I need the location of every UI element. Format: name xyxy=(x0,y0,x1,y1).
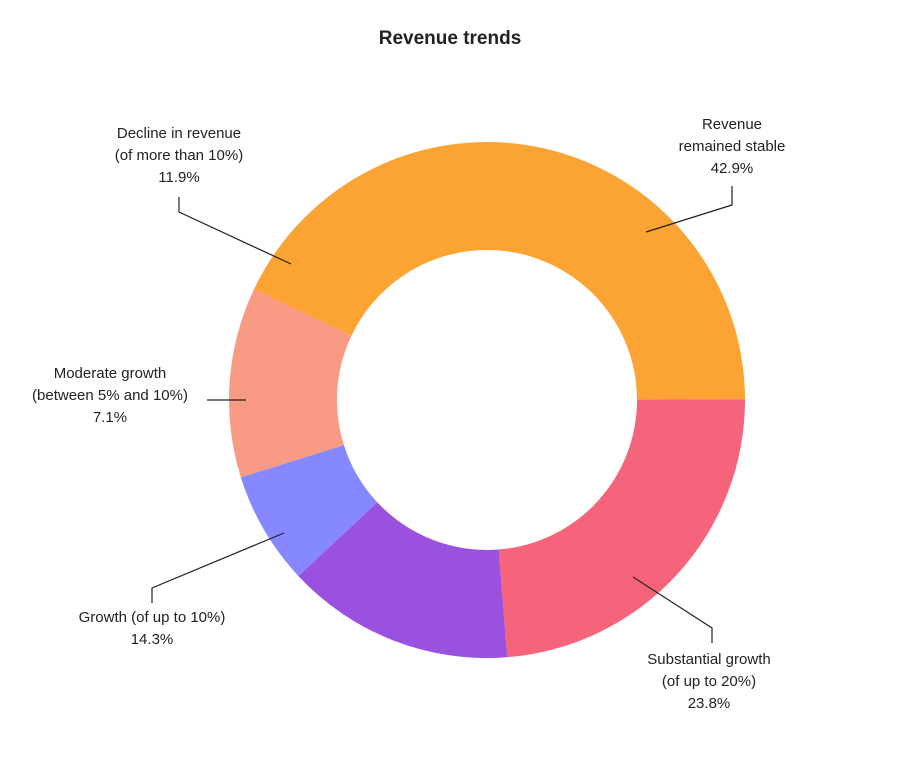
slice-category-label: Decline in revenue xyxy=(117,125,241,142)
slice-value-label: 23.8% xyxy=(688,695,731,712)
slice-label-3: Growth (of up to 10%) 14.3% xyxy=(79,609,226,648)
donut-slice-2 xyxy=(498,399,746,658)
slice-value-label: 7.1% xyxy=(93,409,127,426)
slice-category-label: Moderate growth xyxy=(54,365,167,382)
slice-value-label: 11.9% xyxy=(158,169,199,186)
slice-category-label: Growth (of up to 10%) xyxy=(79,609,226,626)
donut-slice-5 xyxy=(229,289,352,478)
leader-line-3 xyxy=(151,532,285,603)
slice-category-label: (of more than 10%) xyxy=(115,147,243,164)
chart-title: Revenue trends xyxy=(378,28,522,49)
slice-label-5: Decline in revenue (of more than 10%) 11.9… xyxy=(115,125,243,186)
donut-slice-3 xyxy=(298,502,508,658)
slice-label-4: Moderate growth (between 5% and 10%) 7.1% xyxy=(32,365,188,426)
slice-label-2: Substantial growth (of up to 20%) 23.8% xyxy=(647,651,770,712)
donut-slice-4 xyxy=(240,444,378,576)
donut-slice-1 xyxy=(253,141,745,400)
leader-line-2 xyxy=(632,576,713,643)
slice-value-label: 42.9% xyxy=(711,160,754,177)
leader-line-5 xyxy=(178,197,292,265)
slice-category-label: (between 5% and 10%) xyxy=(32,387,188,404)
slice-category-label: Revenue xyxy=(702,116,762,133)
slice-category-label: remained stable xyxy=(679,138,786,155)
slice-value-label: 14.3% xyxy=(131,631,174,648)
slice-category-label: Substantial growth xyxy=(647,651,770,668)
slice-label-1: Revenue remained stable 42.9% xyxy=(679,116,786,177)
leader-line-1 xyxy=(645,186,733,233)
slice-category-label: (of up to 20%) xyxy=(662,673,756,690)
